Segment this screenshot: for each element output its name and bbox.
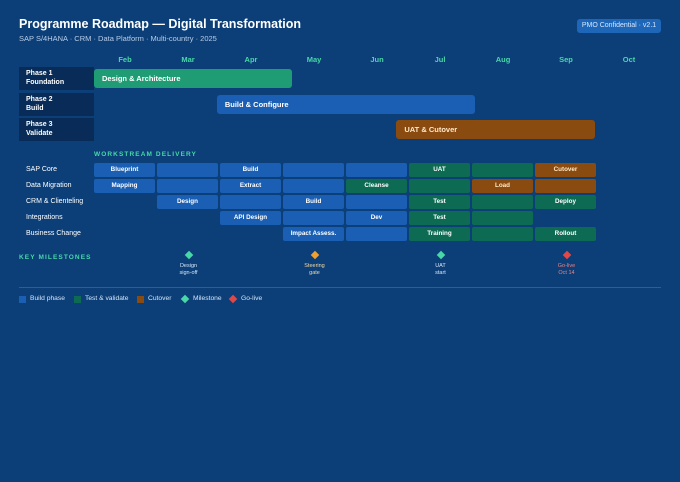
workstream-label: SAP Core — [26, 166, 57, 173]
legend-item: Test & validate — [74, 294, 129, 304]
workstream-cell: Cleanse — [346, 179, 407, 193]
milestone-detail: Oct 14 — [558, 270, 575, 276]
legend-label: Build phase — [30, 295, 65, 302]
month-label-oct: Oct — [622, 55, 636, 64]
workstream-cell — [472, 227, 533, 241]
milestones-heading: KEY MILESTONES — [19, 254, 92, 261]
workstream-cell — [535, 179, 596, 193]
workstream-label: Integrations — [26, 214, 63, 221]
workstream-heading: WORKSTREAM DELIVERY — [94, 151, 197, 158]
legend-item: Go-live — [228, 294, 263, 304]
month-label-jul: Jul — [434, 55, 446, 64]
legend-label: Go-live — [241, 295, 263, 302]
workstream-cell — [157, 179, 218, 193]
milestone-detail: gate — [309, 270, 320, 276]
legend-label: Test & validate — [85, 295, 129, 302]
workstream-cell — [283, 163, 344, 177]
confidential-badge: PMO Confidential · v2.1 — [577, 19, 661, 33]
workstream-cell: Load — [472, 179, 533, 193]
milestone-diamond-icon — [436, 250, 445, 260]
phase-number: Phase 2 — [26, 96, 53, 103]
workstream-cell: Impact Assess. — [283, 227, 344, 241]
workstream-label: CRM & Clienteling — [26, 198, 84, 205]
workstream-cell — [283, 211, 344, 225]
milestone-diamond-icon — [562, 250, 571, 260]
month-label-may: May — [306, 55, 322, 64]
workstream-cell — [346, 227, 407, 241]
phase-bar: Build & Configure — [216, 95, 476, 114]
phase-name: Build — [26, 105, 44, 112]
legend-item: Build phase — [19, 294, 65, 304]
legend-swatch-icon — [19, 295, 26, 303]
phase-label: Phase 2 Build — [19, 93, 94, 116]
phase-label: Phase 3 Validate — [19, 118, 94, 141]
milestone-diamond-icon — [184, 250, 193, 260]
month-label-jun: Jun — [370, 55, 384, 64]
legend-label: Milestone — [193, 295, 222, 302]
workstream-cell — [283, 179, 344, 193]
workstream-cell — [220, 195, 281, 209]
workstream-cell: Rollout — [535, 227, 596, 241]
phase-name: Foundation — [26, 79, 65, 86]
workstream-cell: Deploy — [535, 195, 596, 209]
workstream-cell — [472, 195, 533, 209]
month-label-aug: Aug — [495, 55, 511, 64]
legend-swatch-icon — [137, 295, 144, 303]
legend-item: Milestone — [180, 294, 222, 304]
workstream-cell — [409, 179, 470, 193]
workstream-cell: Build — [220, 163, 281, 177]
month-label-mar: Mar — [181, 55, 195, 64]
phase-label: Phase 1 Foundation — [19, 67, 94, 90]
workstream-cell: Extract — [220, 179, 281, 193]
milestone-label: Steering gate — [285, 263, 345, 277]
workstream-cell: Mapping — [94, 179, 155, 193]
workstream-cell — [346, 163, 407, 177]
month-label-feb: Feb — [118, 55, 132, 64]
phase-bar: UAT & Cutover — [396, 120, 595, 139]
workstream-cell: Blueprint — [94, 163, 155, 177]
milestone-label: Design sign-off — [159, 263, 219, 277]
milestone-label: UAT start — [411, 263, 471, 277]
page-subtitle: SAP S/4HANA · CRM · Data Platform · Mult… — [19, 34, 217, 43]
milestone-detail: start — [435, 270, 446, 276]
workstream-cell: Test — [409, 211, 470, 225]
workstream-cell: API Design — [220, 211, 281, 225]
workstream-cell: Cutover — [535, 163, 596, 177]
milestone-diamond-icon — [310, 250, 319, 260]
workstream-cell: UAT — [409, 163, 470, 177]
workstream-cell — [472, 211, 533, 225]
workstream-cell: Design — [157, 195, 218, 209]
workstream-cell: Dev — [346, 211, 407, 225]
milestone-detail: sign-off — [179, 270, 198, 276]
workstream-cell: Training — [409, 227, 470, 241]
legend-item: Cutover — [137, 294, 171, 304]
workstream-label: Data Migration — [26, 182, 72, 189]
milestone-name: UAT — [435, 263, 446, 269]
page-title: Programme Roadmap — Digital Transformati… — [19, 17, 301, 31]
month-label-apr: Apr — [244, 55, 258, 64]
workstream-cell: Build — [283, 195, 344, 209]
legend-divider — [19, 287, 661, 288]
workstream-cell: Test — [409, 195, 470, 209]
milestone-name: Steering — [304, 263, 325, 269]
workstream-cell — [472, 163, 533, 177]
workstream-cell — [346, 195, 407, 209]
legend-label: Cutover — [148, 295, 172, 302]
phase-bar: Design & Architecture — [94, 69, 293, 88]
milestone-name: Design — [179, 263, 198, 269]
legend-diamond-icon — [180, 294, 190, 304]
workstream-label: Business Change — [26, 230, 81, 237]
phase-number: Phase 1 — [26, 70, 53, 77]
phase-number: Phase 3 — [26, 121, 53, 128]
phase-name: Validate — [26, 130, 53, 137]
workstream-cell — [157, 163, 218, 177]
month-label-sep: Sep — [559, 55, 573, 64]
legend-swatch-icon — [74, 295, 81, 303]
legend-diamond-icon — [228, 294, 238, 304]
milestone-label: Go-live Oct 14 — [537, 263, 597, 277]
milestone-name: Go-live — [557, 263, 576, 269]
